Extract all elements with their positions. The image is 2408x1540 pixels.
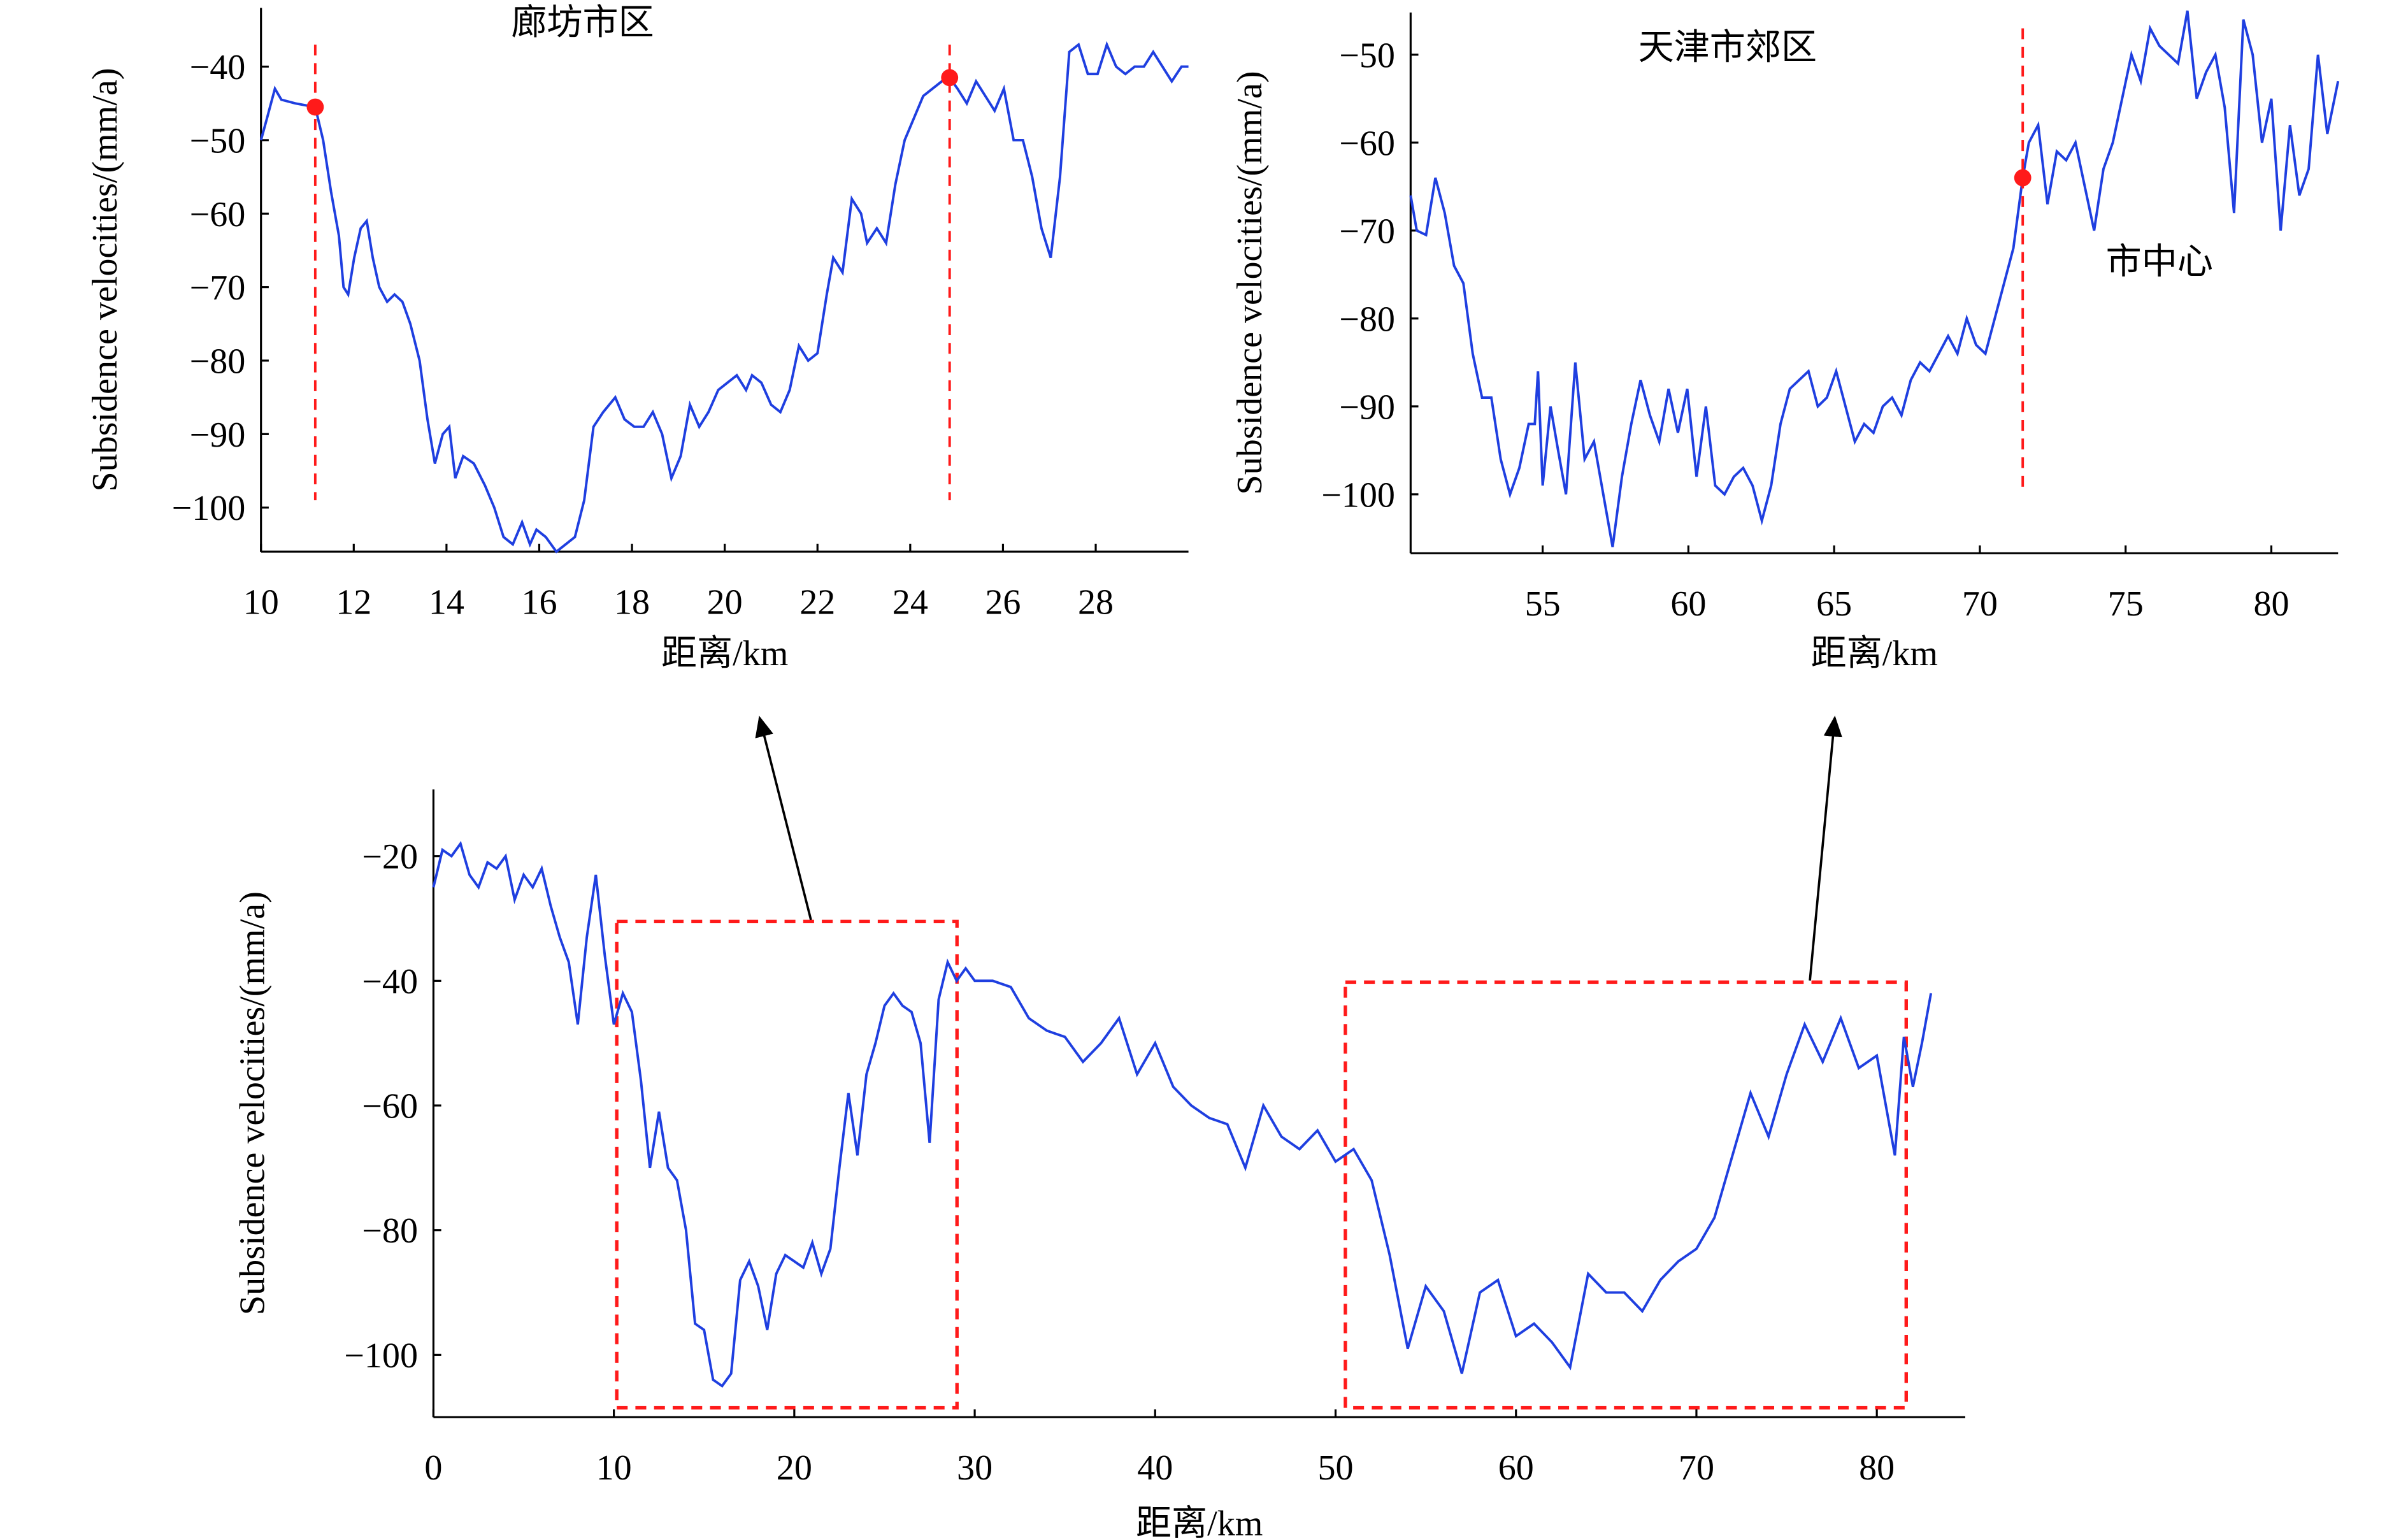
y-tick-label: −60 [190,195,246,234]
y-tick-label: −50 [190,121,246,161]
highlight-point [306,98,324,116]
chart-panel: −20 −40 −60 −80 −100 0 10 20 30 40 50 60 70 80 距离/km Su… [233,789,1965,1540]
x-tick-label: 26 [985,582,1021,622]
y-tick-label: −80 [1339,299,1395,339]
x-tick-label: 70 [1679,1448,1714,1488]
x-axis-label: 距离/km [1136,1504,1263,1540]
y-tick-label: −100 [344,1336,418,1376]
x-tick-label: 60 [1498,1448,1534,1488]
x-axis-label: 距离/km [1811,634,1938,673]
arrow [1809,716,1842,981]
y-tick-label: −60 [362,1087,418,1126]
y-tick-label: −80 [190,342,246,381]
y-tick-label: −50 [1339,36,1395,75]
x-tick-label: 40 [1137,1448,1173,1488]
x-tick-label: 30 [957,1448,993,1488]
x-tick-label: 16 [521,582,557,622]
zoom-box [1344,980,1908,1410]
data-line [432,840,1933,1388]
y-tick-label: −70 [190,268,246,308]
highlight-point [941,69,959,87]
y-axis-label: Subsidence velocities/(mm/a) [85,68,125,492]
y-axis-label: Subsidence velocities/(mm/a) [1230,71,1270,494]
x-tick-label: 24 [892,582,928,622]
x-tick-label: 12 [336,582,371,622]
x-tick-label: 60 [1670,584,1706,624]
x-tick-label: 75 [2108,584,2144,624]
y-tick-label: −40 [362,962,418,1002]
annotation: 廊坊市区 [511,3,654,43]
x-tick-label: 18 [614,582,650,622]
x-tick-label: 65 [1816,584,1852,624]
x-tick-label: 70 [1962,584,1998,624]
highlight-point [2014,169,2032,187]
x-tick-label: 10 [596,1448,632,1488]
zoom-boxes [615,919,1908,1410]
y-tick-label: −20 [362,837,418,877]
x-tick-label: 10 [243,582,279,622]
y-tick-label: −90 [1339,387,1395,427]
x-tick-label: 28 [1078,582,1114,622]
x-tick-label: 20 [777,1448,812,1488]
data-line [1409,10,2340,547]
arrow [755,716,812,921]
y-tick-label: −40 [190,48,246,87]
zoom-box [615,919,959,1410]
x-tick-label: 14 [429,582,464,622]
chart-panel: −40 −50 −60 −70 −80 −90 −100 10 12 14 16 18 20 22 24 26… [85,3,1189,673]
annotation: 天津市郊区 [1638,28,1817,68]
annotation: 市中心 [2106,242,2213,282]
x-tick-label: 20 [707,582,743,622]
x-tick-label: 0 [424,1448,442,1488]
data-line [259,41,1189,554]
x-tick-label: 22 [799,582,835,622]
x-tick-label: 80 [1859,1448,1895,1488]
y-tick-label: −90 [190,415,246,455]
x-tick-label: 50 [1317,1448,1353,1488]
y-tick-label: −60 [1339,124,1395,163]
y-axis-label: Subsidence velocities/(mm/a) [233,891,273,1315]
y-tick-label: −70 [1339,212,1395,251]
x-tick-label: 80 [2253,584,2289,624]
x-axis-label: 距离/km [661,634,788,673]
x-tick-label: 55 [1525,584,1561,624]
y-tick-label: −100 [172,489,246,528]
chart-panel: −50 −60 −70 −80 −90 −100 55 60 65 70 75 80 距离/km Subs… [1230,10,2340,673]
y-tick-label: −80 [362,1211,418,1251]
y-tick-label: −100 [1321,475,1395,515]
